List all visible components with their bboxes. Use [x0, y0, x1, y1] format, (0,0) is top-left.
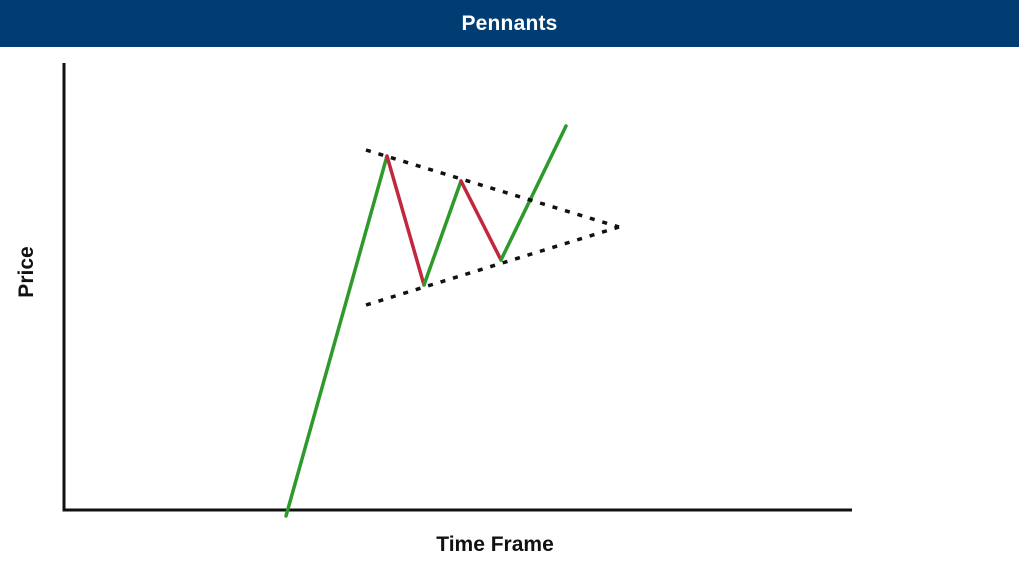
pennant-down-move-2: [459, 179, 503, 262]
pennant-up-move-1: [422, 179, 463, 287]
chart-title: Pennants: [461, 11, 558, 35]
y-axis-label: Price: [15, 246, 38, 298]
flagpole-up-move: [284, 154, 389, 518]
x-axis-label: Time Frame: [436, 533, 554, 556]
title-bar: Pennants: [0, 0, 1019, 47]
upper-trendline: [365, 148, 620, 229]
pennant-down-move-1: [385, 154, 426, 287]
breakout-up-move: [499, 124, 568, 262]
lower-trendline: [365, 225, 620, 307]
